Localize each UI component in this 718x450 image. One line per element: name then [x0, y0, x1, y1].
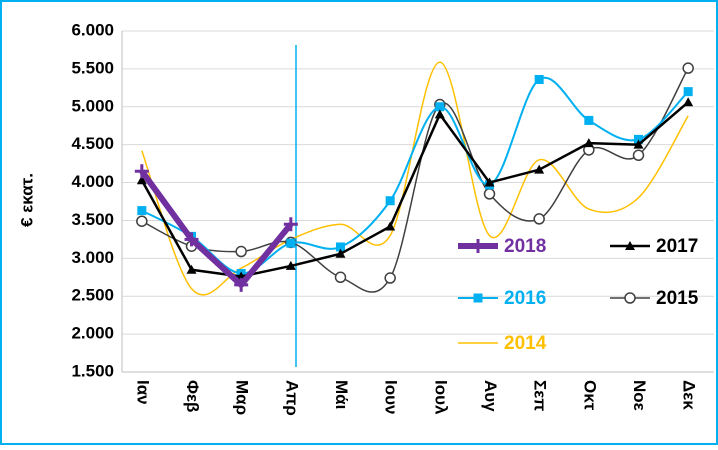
- legend-marker: [473, 293, 483, 303]
- data-point: [286, 238, 296, 248]
- x-tick-label: Ιουλ: [431, 380, 450, 415]
- data-point: [385, 196, 395, 206]
- x-tick-label: Σεπ: [531, 380, 550, 411]
- data-point: [191, 288, 193, 290]
- legend-label: 2016: [504, 288, 546, 309]
- y-tick-label: 4.500: [71, 134, 114, 153]
- x-tick-label: Ιουν: [382, 380, 401, 414]
- y-tick-label: 5.000: [71, 96, 114, 115]
- data-point: [136, 215, 148, 227]
- y-tick-label: 1.500: [71, 361, 114, 380]
- x-tick-label: Φεβ: [183, 380, 202, 412]
- data-point: [683, 97, 694, 107]
- data-point: [484, 177, 495, 187]
- data-point: [435, 102, 445, 112]
- data-point: [483, 188, 496, 200]
- legend-marker: [471, 239, 485, 253]
- data-point: [340, 223, 342, 225]
- data-point: [632, 149, 645, 162]
- data-point: [234, 277, 249, 292]
- data-point: [384, 272, 396, 284]
- y-tick-label: 5.500: [71, 58, 114, 77]
- data-point: [434, 109, 445, 119]
- legend-label: 2018: [504, 236, 546, 257]
- data-point: [141, 150, 143, 152]
- x-tick-label: Νοε: [630, 380, 649, 411]
- data-point: [638, 197, 640, 199]
- data-point: [389, 235, 391, 237]
- data-point: [682, 62, 694, 74]
- x-tick-label: Δεκ: [680, 380, 699, 410]
- legend-label: 2014: [504, 333, 547, 354]
- y-tick-label: 3.000: [71, 248, 114, 267]
- legend-label: 2017: [656, 236, 698, 257]
- data-point: [285, 260, 296, 270]
- data-point: [136, 175, 147, 185]
- data-point: [683, 87, 693, 97]
- y-tick-label: 2.000: [71, 324, 114, 343]
- legend-label: 2015: [656, 288, 699, 309]
- data-point: [533, 213, 545, 225]
- series-line: [139, 169, 294, 288]
- x-tick-label: Μαρ: [233, 380, 252, 415]
- data-point: [336, 242, 345, 252]
- data-point: [534, 74, 544, 84]
- data-point: [385, 221, 396, 231]
- x-tick-label: Οκτ: [580, 380, 599, 411]
- y-axis-title: € εκατ.: [17, 173, 36, 227]
- data-point: [235, 245, 247, 258]
- data-point: [186, 264, 197, 274]
- y-tick-label: 6.000: [71, 20, 114, 39]
- data-point: [583, 138, 594, 148]
- data-point: [489, 235, 491, 237]
- y-tick-label: 2.500: [71, 286, 114, 305]
- legend-marker: [624, 292, 636, 304]
- data-point: [687, 115, 689, 117]
- y-tick-label: 3.500: [71, 210, 114, 229]
- data-point: [334, 271, 347, 284]
- x-tick-label: Μάι: [332, 380, 351, 410]
- data-point: [588, 208, 590, 210]
- x-tick-label: Απρ: [282, 380, 301, 416]
- data-point: [184, 232, 199, 247]
- data-point: [439, 61, 441, 63]
- x-tick-label: Αυγ: [481, 380, 500, 412]
- data-point: [137, 206, 147, 216]
- data-point: [584, 115, 594, 125]
- data-point: [335, 248, 346, 258]
- data-point: [538, 159, 540, 161]
- data-point: [240, 267, 242, 269]
- data-point: [534, 164, 545, 174]
- y-tick-label: 4.000: [71, 172, 114, 191]
- data-point: [633, 139, 644, 149]
- legend-marker: [625, 241, 635, 250]
- x-tick-label: Ιαν: [133, 380, 152, 405]
- data-point: [634, 134, 643, 144]
- data-point: [283, 217, 298, 232]
- data-point: [134, 164, 149, 179]
